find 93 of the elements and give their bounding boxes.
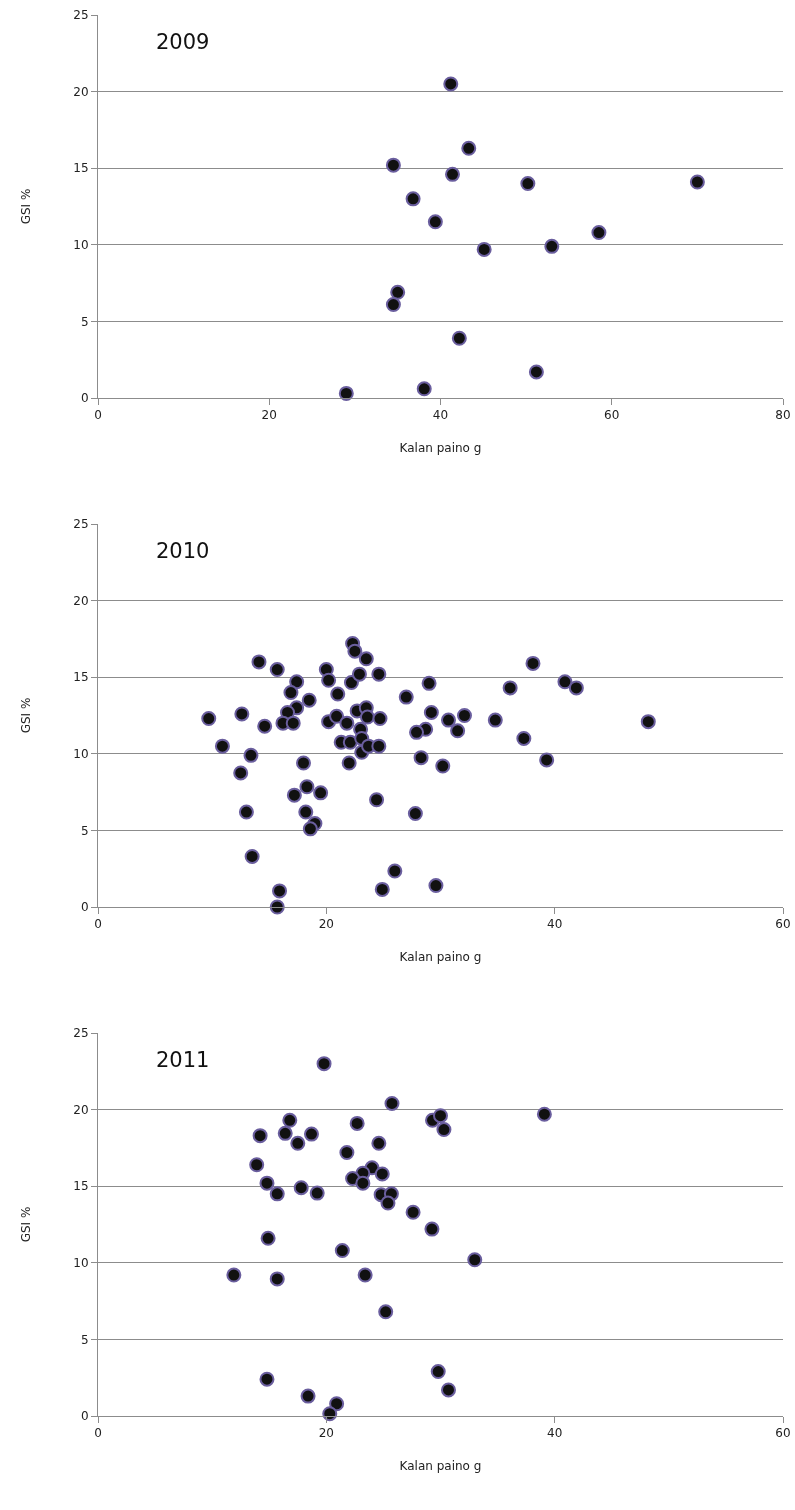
point xyxy=(339,1145,355,1160)
point xyxy=(384,1095,400,1111)
y-axis-title: GSI % xyxy=(18,1206,33,1243)
y-tick-label: 20 xyxy=(73,1102,89,1117)
point xyxy=(520,176,536,192)
y-tick-label: 10 xyxy=(73,238,89,252)
point xyxy=(355,1175,371,1191)
point xyxy=(461,140,477,156)
point xyxy=(405,1204,421,1220)
x-axis-title: Kalan paino g xyxy=(399,1459,482,1474)
point xyxy=(322,1406,338,1422)
x-tick-label: 60 xyxy=(775,917,791,932)
x-axis-title: Kalan paino g xyxy=(399,441,482,456)
point xyxy=(357,1267,373,1283)
y-axis-title: GSI % xyxy=(18,188,33,225)
point xyxy=(385,157,401,173)
point xyxy=(380,1195,396,1211)
point xyxy=(371,1135,387,1151)
point xyxy=(591,225,607,241)
point xyxy=(451,330,467,346)
point xyxy=(277,1125,293,1141)
point xyxy=(329,1396,345,1412)
point xyxy=(269,1186,285,1202)
point xyxy=(300,1388,316,1404)
point xyxy=(249,1157,265,1173)
point xyxy=(282,1112,298,1128)
point xyxy=(443,76,459,92)
x-tick-label: 0 xyxy=(94,917,102,932)
point xyxy=(226,1267,242,1283)
point xyxy=(260,1230,276,1246)
y-tick-label: 20 xyxy=(73,84,89,99)
point xyxy=(338,385,354,401)
text: 2011 xyxy=(156,1048,210,1072)
point xyxy=(536,1106,552,1122)
point xyxy=(544,238,560,254)
x-tick-label: 40 xyxy=(547,1426,563,1441)
point xyxy=(476,241,492,257)
point xyxy=(269,1271,285,1287)
point xyxy=(304,1126,319,1142)
y-tick-label: 5 xyxy=(80,823,89,838)
x-tick-label: 0 xyxy=(94,1426,102,1441)
x-tick-label: 20 xyxy=(318,1426,334,1441)
point xyxy=(334,1243,350,1259)
x-tick-label: 80 xyxy=(775,408,791,423)
point xyxy=(252,1128,268,1144)
point xyxy=(433,1108,448,1124)
y-tick-label: 5 xyxy=(80,314,89,329)
point xyxy=(416,381,432,397)
y-tick-label: 25 xyxy=(73,517,89,532)
y-tick-label: 25 xyxy=(73,8,89,23)
y-tick-label: 15 xyxy=(73,161,89,176)
x-tick-label: 20 xyxy=(318,917,334,932)
point xyxy=(309,1185,325,1201)
point xyxy=(405,191,421,207)
y-tick-label: 15 xyxy=(73,1179,89,1194)
point xyxy=(293,1180,309,1196)
point xyxy=(445,166,460,182)
text: 2009 xyxy=(156,30,210,54)
point xyxy=(467,1252,483,1268)
x-tick-label: 20 xyxy=(261,408,277,423)
x-axis-title: Kalan paino g xyxy=(399,950,482,965)
point xyxy=(390,284,406,300)
point xyxy=(689,174,705,190)
point xyxy=(378,1304,394,1320)
point xyxy=(259,1175,275,1191)
x-tick-label: 40 xyxy=(547,917,563,932)
text: 2010 xyxy=(156,539,210,563)
x-tick-label: 60 xyxy=(775,1426,791,1441)
point xyxy=(349,1115,365,1131)
y-tick-label: 5 xyxy=(80,1332,89,1347)
point xyxy=(441,1382,456,1398)
y-tick-label: 20 xyxy=(73,593,89,608)
point xyxy=(374,1166,390,1182)
y-tick-label: 0 xyxy=(80,1409,89,1424)
point xyxy=(427,214,443,230)
y-tick-label: 0 xyxy=(80,900,89,915)
point xyxy=(430,1364,446,1380)
point xyxy=(436,1122,452,1138)
y-tick-label: 10 xyxy=(73,1256,89,1270)
y-axis-title: GSI % xyxy=(18,697,33,734)
point xyxy=(528,364,544,380)
x-tick-label: 40 xyxy=(432,408,449,423)
point xyxy=(259,1371,275,1387)
point xyxy=(290,1135,306,1151)
point xyxy=(316,1056,332,1072)
y-tick-label: 15 xyxy=(73,670,89,685)
x-tick-label: 0 xyxy=(94,408,102,423)
y-tick-label: 10 xyxy=(73,747,89,761)
point xyxy=(424,1221,440,1237)
x-tick-label: 60 xyxy=(604,408,620,423)
y-tick-label: 25 xyxy=(73,1026,89,1041)
y-tick-label: 0 xyxy=(80,391,89,406)
point xyxy=(385,297,401,313)
